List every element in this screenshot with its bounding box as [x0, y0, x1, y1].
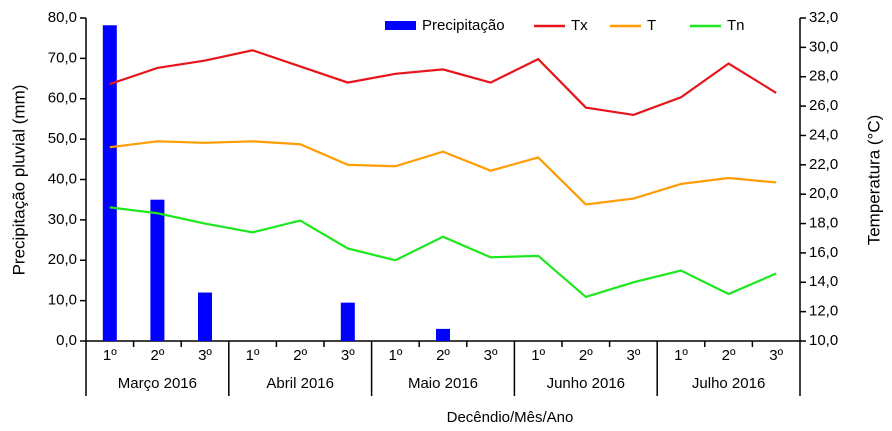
x-tick-label: 2º: [722, 347, 736, 364]
y2-tick-label: 12,0: [809, 303, 838, 320]
y2-tick-label: 30,0: [809, 38, 838, 55]
legend-label: T: [647, 17, 656, 34]
x-tick-label: 1º: [246, 347, 260, 364]
y-axis-title: Precipitação pluvial (mm): [9, 85, 28, 276]
legend-label: Tn: [727, 17, 745, 34]
x-tick-label: 3º: [769, 347, 783, 364]
group-label: Março 2016: [118, 375, 197, 392]
group-label: Julho 2016: [692, 375, 765, 392]
y2-tick-label: 18,0: [809, 215, 838, 232]
y2-tick-label: 14,0: [809, 273, 838, 290]
line: [109, 206, 777, 299]
x-tick-label: 1º: [531, 347, 545, 364]
y-tick-label: 0,0: [56, 332, 77, 349]
x-tick-label: 2º: [293, 347, 307, 364]
y2-tick-label: 22,0: [809, 156, 838, 173]
bar: [150, 199, 165, 341]
group-label: Junho 2016: [547, 375, 625, 392]
line: [109, 49, 777, 117]
y2-tick-label: 24,0: [809, 126, 838, 143]
y-tick-label: 10,0: [48, 292, 77, 309]
axis-line: [85, 18, 801, 342]
y-tick-label: 50,0: [48, 130, 77, 147]
y2-tick-label: 10,0: [809, 332, 838, 349]
x-tick-label: 2º: [579, 347, 593, 364]
bar: [198, 292, 212, 341]
legend-swatch: [385, 21, 416, 30]
legend-label: Precipitação: [422, 17, 505, 34]
y-tick-label: 20,0: [48, 251, 77, 268]
group-label: Maio 2016: [408, 375, 478, 392]
x-tick-label: 1º: [674, 347, 688, 364]
x-axis-title: Decêndio/Mês/Ano: [447, 409, 574, 426]
x-tick-label: 2º: [436, 347, 450, 364]
y-tick-label: 60,0: [48, 90, 77, 107]
x-tick-label: 1º: [103, 347, 117, 364]
y-tick-label: 40,0: [48, 170, 77, 187]
x-tick-label: 3º: [198, 347, 212, 364]
y2-tick-label: 26,0: [809, 97, 838, 114]
x-tick-label: 2º: [150, 347, 164, 364]
x-tick-label: 3º: [341, 347, 355, 364]
y-tick-label: 30,0: [48, 211, 77, 228]
x-tick-label: 1º: [388, 347, 402, 364]
x-tick-label: 3º: [484, 347, 498, 364]
y2-tick-label: 16,0: [809, 244, 838, 261]
y2-tick-label: 28,0: [809, 68, 838, 85]
bar: [102, 25, 117, 342]
y-tick-label: 70,0: [48, 49, 77, 66]
legend-label: Tx: [571, 17, 588, 34]
y2-tick-label: 32,0: [809, 9, 838, 26]
y-tick-label: 80,0: [48, 9, 77, 26]
bar: [340, 302, 355, 341]
line: [109, 140, 777, 206]
bar: [436, 328, 450, 341]
y2-tick-label: 20,0: [809, 185, 838, 202]
x-tick-label: 3º: [626, 347, 640, 364]
group-label: Abril 2016: [266, 375, 334, 392]
y2-axis-title: Temperatura (°C): [864, 115, 883, 246]
